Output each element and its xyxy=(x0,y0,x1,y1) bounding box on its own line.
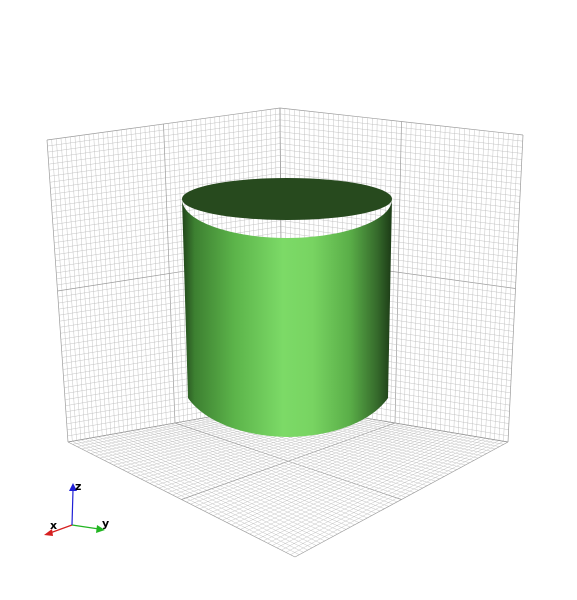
grid-line xyxy=(240,432,454,530)
z-axis-line xyxy=(71,489,74,526)
grid-line xyxy=(199,425,414,509)
y-axis-label: y xyxy=(102,517,109,530)
z-axis-arrow xyxy=(69,483,77,491)
grid-line xyxy=(208,427,423,514)
grid-line xyxy=(222,429,436,521)
grid-line xyxy=(453,128,465,433)
grid-line xyxy=(458,129,470,434)
grid-line xyxy=(494,133,509,440)
grid-line xyxy=(476,131,490,437)
grid-line xyxy=(399,122,407,424)
x-axis-line xyxy=(49,524,73,534)
grid-line xyxy=(290,441,504,555)
grid-line xyxy=(426,125,436,429)
grid-line xyxy=(403,122,412,425)
grid-line xyxy=(285,440,500,553)
grid-line xyxy=(263,436,477,542)
grid-line xyxy=(421,124,431,428)
grid-line xyxy=(294,441,509,558)
grid-line xyxy=(204,426,418,512)
grid-line xyxy=(430,125,441,430)
grid-line xyxy=(417,124,427,427)
grid-line xyxy=(485,132,499,439)
orientation-axes-widget: x y z xyxy=(44,480,109,536)
grid-line xyxy=(177,122,189,421)
grid-line xyxy=(181,422,396,500)
grid-line xyxy=(167,123,180,423)
grid-line xyxy=(281,439,495,551)
y-axis-arrow xyxy=(96,525,105,533)
grid-line xyxy=(435,126,446,430)
grid-line xyxy=(462,129,475,435)
y-axis-line xyxy=(71,524,100,530)
grid-line xyxy=(449,127,461,433)
grid-line xyxy=(196,418,423,489)
grid-line xyxy=(185,423,400,503)
grid-line xyxy=(503,134,519,442)
x-axis-arrow xyxy=(44,529,53,536)
grid-line xyxy=(467,130,480,436)
grid-line xyxy=(439,126,451,431)
grid-line xyxy=(235,431,450,528)
grid-plane-floor xyxy=(67,403,509,558)
grid-line xyxy=(179,422,406,498)
cylinder-body[interactable] xyxy=(182,199,392,437)
grid-line xyxy=(249,434,463,535)
grid-line xyxy=(244,433,459,532)
grid-line xyxy=(217,428,432,519)
grid-line xyxy=(489,132,504,439)
grid-line xyxy=(195,425,409,507)
z-axis-label: z xyxy=(75,480,81,493)
grid-line xyxy=(192,419,419,491)
grid-line xyxy=(187,420,415,493)
cylinder-top-face[interactable] xyxy=(182,178,392,220)
grid-line xyxy=(213,428,427,516)
grid-line xyxy=(267,437,481,544)
grid-line xyxy=(172,122,184,422)
grid-line xyxy=(408,123,417,426)
grid-line xyxy=(226,430,441,523)
grid-line xyxy=(480,131,495,438)
grid-line xyxy=(272,437,486,546)
grid-line xyxy=(190,424,405,505)
grid-line xyxy=(276,438,491,549)
grid-line xyxy=(231,431,445,526)
grid-line xyxy=(258,435,472,539)
grid-line xyxy=(507,134,524,443)
x-axis-label: x xyxy=(50,519,57,532)
grid-line xyxy=(471,130,485,436)
grid-line xyxy=(498,133,514,441)
grid-line xyxy=(412,123,422,427)
grid-line xyxy=(444,127,456,432)
grid-line xyxy=(254,434,468,537)
cylinder-mesh[interactable] xyxy=(182,178,392,437)
grid-line xyxy=(183,421,411,496)
